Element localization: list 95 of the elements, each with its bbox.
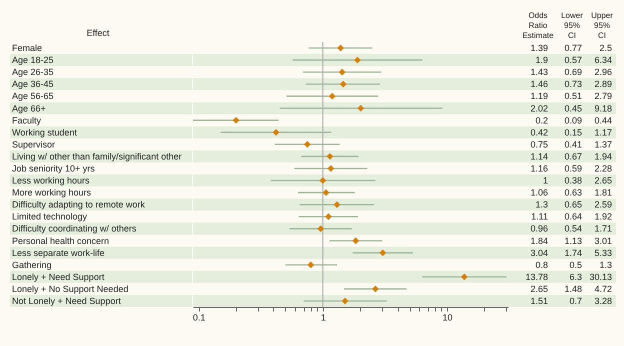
text: 2.28 bbox=[594, 163, 612, 174]
y-tick-label: Faculty bbox=[12, 115, 42, 126]
data-label: 2.65 bbox=[530, 284, 548, 294]
text: 6.3 bbox=[569, 272, 582, 282]
text: 5.33 bbox=[594, 248, 612, 258]
text: 0.44 bbox=[594, 115, 612, 126]
text: 1.17 bbox=[594, 127, 612, 138]
text: 2.59 bbox=[594, 200, 612, 210]
y-tick-label: Age 36-45 bbox=[12, 79, 54, 90]
text: 0.77 bbox=[564, 43, 582, 54]
text: 3.01 bbox=[594, 236, 612, 246]
text: 2.5 bbox=[599, 43, 612, 54]
data-label: 0.96 bbox=[530, 224, 548, 234]
data-label: 0.8 bbox=[535, 260, 548, 270]
data-label: 3.04 bbox=[530, 248, 548, 258]
x-tick-label: 0.1 bbox=[192, 312, 206, 322]
text: Odds Ratio Estimate bbox=[522, 11, 554, 40]
text: 1.92 bbox=[594, 212, 612, 222]
text: 3.28 bbox=[594, 296, 612, 306]
text: 0.7 bbox=[569, 296, 582, 306]
text: 0.57 bbox=[564, 55, 582, 66]
x-tick-label: 10 bbox=[442, 312, 452, 322]
data-label: 1.11 bbox=[531, 212, 548, 222]
data-label: 1.43 bbox=[530, 67, 548, 78]
data-label: 1.3 bbox=[535, 200, 548, 210]
text: 6.34 bbox=[594, 55, 612, 66]
y-tick-label: Age 66+ bbox=[12, 103, 46, 114]
text: 0.45 bbox=[564, 103, 582, 114]
text: 0.73 bbox=[564, 79, 582, 90]
y-tick-label: Living w/ other than family/significant other bbox=[12, 151, 182, 162]
data-label: 1.46 bbox=[530, 79, 548, 90]
y-tick-label: Not Lonely + Need Support bbox=[12, 296, 122, 306]
text: 0.59 bbox=[564, 163, 582, 174]
data-label: 0.2 bbox=[535, 115, 548, 126]
text: 1.3 bbox=[599, 260, 612, 270]
y-tick-label: Working student bbox=[12, 127, 78, 138]
data-label: 1.19 bbox=[530, 91, 548, 102]
text: 9.18 bbox=[594, 103, 612, 114]
data-label: 13.78 bbox=[525, 272, 548, 282]
y-tick-label: Less separate work-life bbox=[12, 248, 105, 258]
text: 0.64 bbox=[564, 212, 582, 222]
data-label: 1.06 bbox=[530, 188, 548, 198]
data-label: 0.75 bbox=[530, 139, 548, 150]
y-tick-label: Job seniority 10+ yrs bbox=[12, 163, 96, 174]
text: 0.5 bbox=[569, 260, 582, 270]
x-tick-label: 1 bbox=[320, 312, 326, 322]
text: 1.71 bbox=[594, 224, 612, 234]
text: 2.89 bbox=[594, 79, 612, 90]
y-tick-label: Lonely + Need Support bbox=[12, 272, 105, 282]
y-tick-label: Gathering bbox=[12, 260, 52, 270]
data-label: 1.9 bbox=[535, 55, 548, 66]
y-tick-label: Supervisor bbox=[12, 139, 56, 150]
text: 1.74 bbox=[564, 248, 582, 258]
y-tick-label: Age 26-35 bbox=[12, 67, 54, 78]
text: 1.94 bbox=[594, 151, 612, 162]
text: 30.13 bbox=[589, 272, 612, 282]
text: 0.51 bbox=[564, 91, 582, 102]
text: 1.48 bbox=[564, 284, 582, 294]
data-label: 1.14 bbox=[530, 151, 548, 162]
text: 2.79 bbox=[594, 91, 612, 102]
data-label: 1.51 bbox=[530, 296, 548, 306]
text: 0.67 bbox=[564, 151, 582, 162]
text: Upper 95% CI bbox=[591, 11, 614, 40]
data-label: 1.39 bbox=[530, 43, 548, 54]
data-label: 1 bbox=[542, 176, 548, 186]
data-label: 0.42 bbox=[530, 127, 548, 138]
text: 0.63 bbox=[564, 188, 582, 198]
y-tick-label: Age 18-25 bbox=[12, 55, 54, 66]
y-tick-label: More working hours bbox=[12, 188, 92, 198]
y-tick-label: Difficulty coordinating w/ others bbox=[12, 224, 137, 234]
y-tick-label: Difficulty adapting to remote work bbox=[12, 200, 146, 210]
text: 0.41 bbox=[564, 139, 582, 150]
y-tick-label: Less working hours bbox=[12, 176, 90, 186]
text: 2.96 bbox=[594, 67, 612, 78]
data-label: 1.16 bbox=[530, 163, 548, 174]
text: 0.38 bbox=[564, 176, 582, 186]
data-label: 2.02 bbox=[530, 103, 548, 114]
text: 0.15 bbox=[564, 127, 582, 138]
text: Lower 95% CI bbox=[561, 11, 584, 40]
text: 1.13 bbox=[564, 236, 582, 246]
text: 2.65 bbox=[594, 176, 612, 186]
text: 1.81 bbox=[594, 188, 612, 198]
y-tick-label: Female bbox=[12, 43, 42, 54]
y-tick-label: Personal health concern bbox=[12, 236, 110, 246]
text: 4.72 bbox=[594, 284, 612, 294]
text: 0.09 bbox=[564, 115, 582, 126]
y-tick-label: Limited technology bbox=[12, 212, 88, 222]
y-tick-label: Age 56-65 bbox=[12, 91, 54, 102]
text: 1.37 bbox=[594, 139, 612, 150]
y-tick-label: Lonely + No Support Needed bbox=[12, 284, 128, 294]
y-axis-title: Effect bbox=[86, 28, 110, 38]
text: 0.65 bbox=[564, 200, 582, 210]
text: 0.54 bbox=[564, 224, 582, 234]
text: 0.69 bbox=[564, 67, 582, 78]
data-label: 1.84 bbox=[530, 236, 548, 246]
